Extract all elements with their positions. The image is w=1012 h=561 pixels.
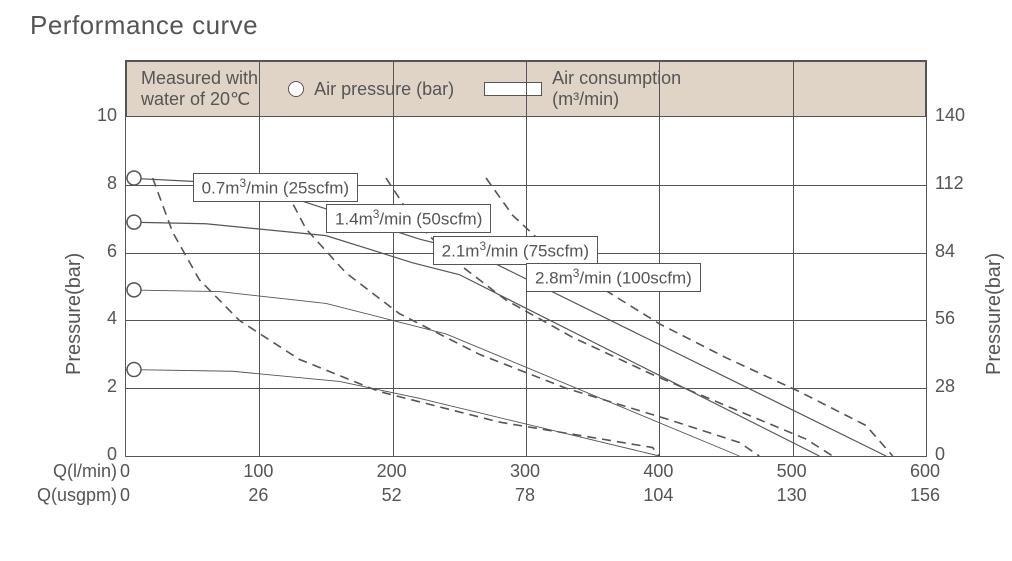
y-left-tick: 4: [107, 308, 117, 329]
plot-area: Measured with water of 20℃ Air pressure …: [125, 60, 927, 457]
series-label: 1.4m3/min (50scfm): [326, 204, 491, 233]
x-axis-label-usgpm: Q(usgpm): [37, 485, 117, 506]
series-label: 2.8m3/min (100scfm): [526, 263, 701, 292]
performance-curve-chart: Performance curve Measured with water of…: [0, 0, 1012, 561]
x-tick-usgpm: 26: [248, 485, 268, 506]
series-label: 0.7m3/min (25scfm): [193, 173, 358, 202]
y-right-tick: 28: [935, 376, 955, 397]
x-tick-usgpm: 104: [643, 485, 673, 506]
y-left-axis-label: Pressure(bar): [63, 253, 86, 375]
x-tick-usgpm: 130: [777, 485, 807, 506]
x-tick-usgpm: 78: [515, 485, 535, 506]
y-right-tick: 112: [935, 173, 964, 194]
y-left-tick: 2: [107, 376, 117, 397]
series-label: 2.1m3/min (75scfm): [433, 236, 598, 265]
x-tick-lmin: 200: [377, 461, 407, 482]
y-right-tick: 140: [935, 105, 965, 126]
chart-title: Performance curve: [30, 10, 258, 41]
y-right-axis-label: Pressure(bar): [983, 253, 1006, 375]
x-tick-lmin: 600: [910, 461, 940, 482]
x-tick-usgpm: 52: [382, 485, 402, 506]
y-right-tick: 84: [935, 241, 955, 262]
y-left-tick: 8: [107, 173, 117, 194]
y-left-tick: 6: [107, 241, 117, 262]
x-tick-usgpm: 0: [120, 485, 130, 506]
x-tick-usgpm: 156: [910, 485, 940, 506]
x-tick-lmin: 400: [643, 461, 673, 482]
x-tick-lmin: 500: [777, 461, 807, 482]
x-axis-label-lmin: Q(l/min): [53, 461, 117, 482]
x-tick-lmin: 0: [120, 461, 130, 482]
x-tick-lmin: 100: [243, 461, 273, 482]
y-right-tick: 56: [935, 308, 955, 329]
y-left-tick: 10: [97, 105, 117, 126]
x-tick-lmin: 300: [510, 461, 540, 482]
